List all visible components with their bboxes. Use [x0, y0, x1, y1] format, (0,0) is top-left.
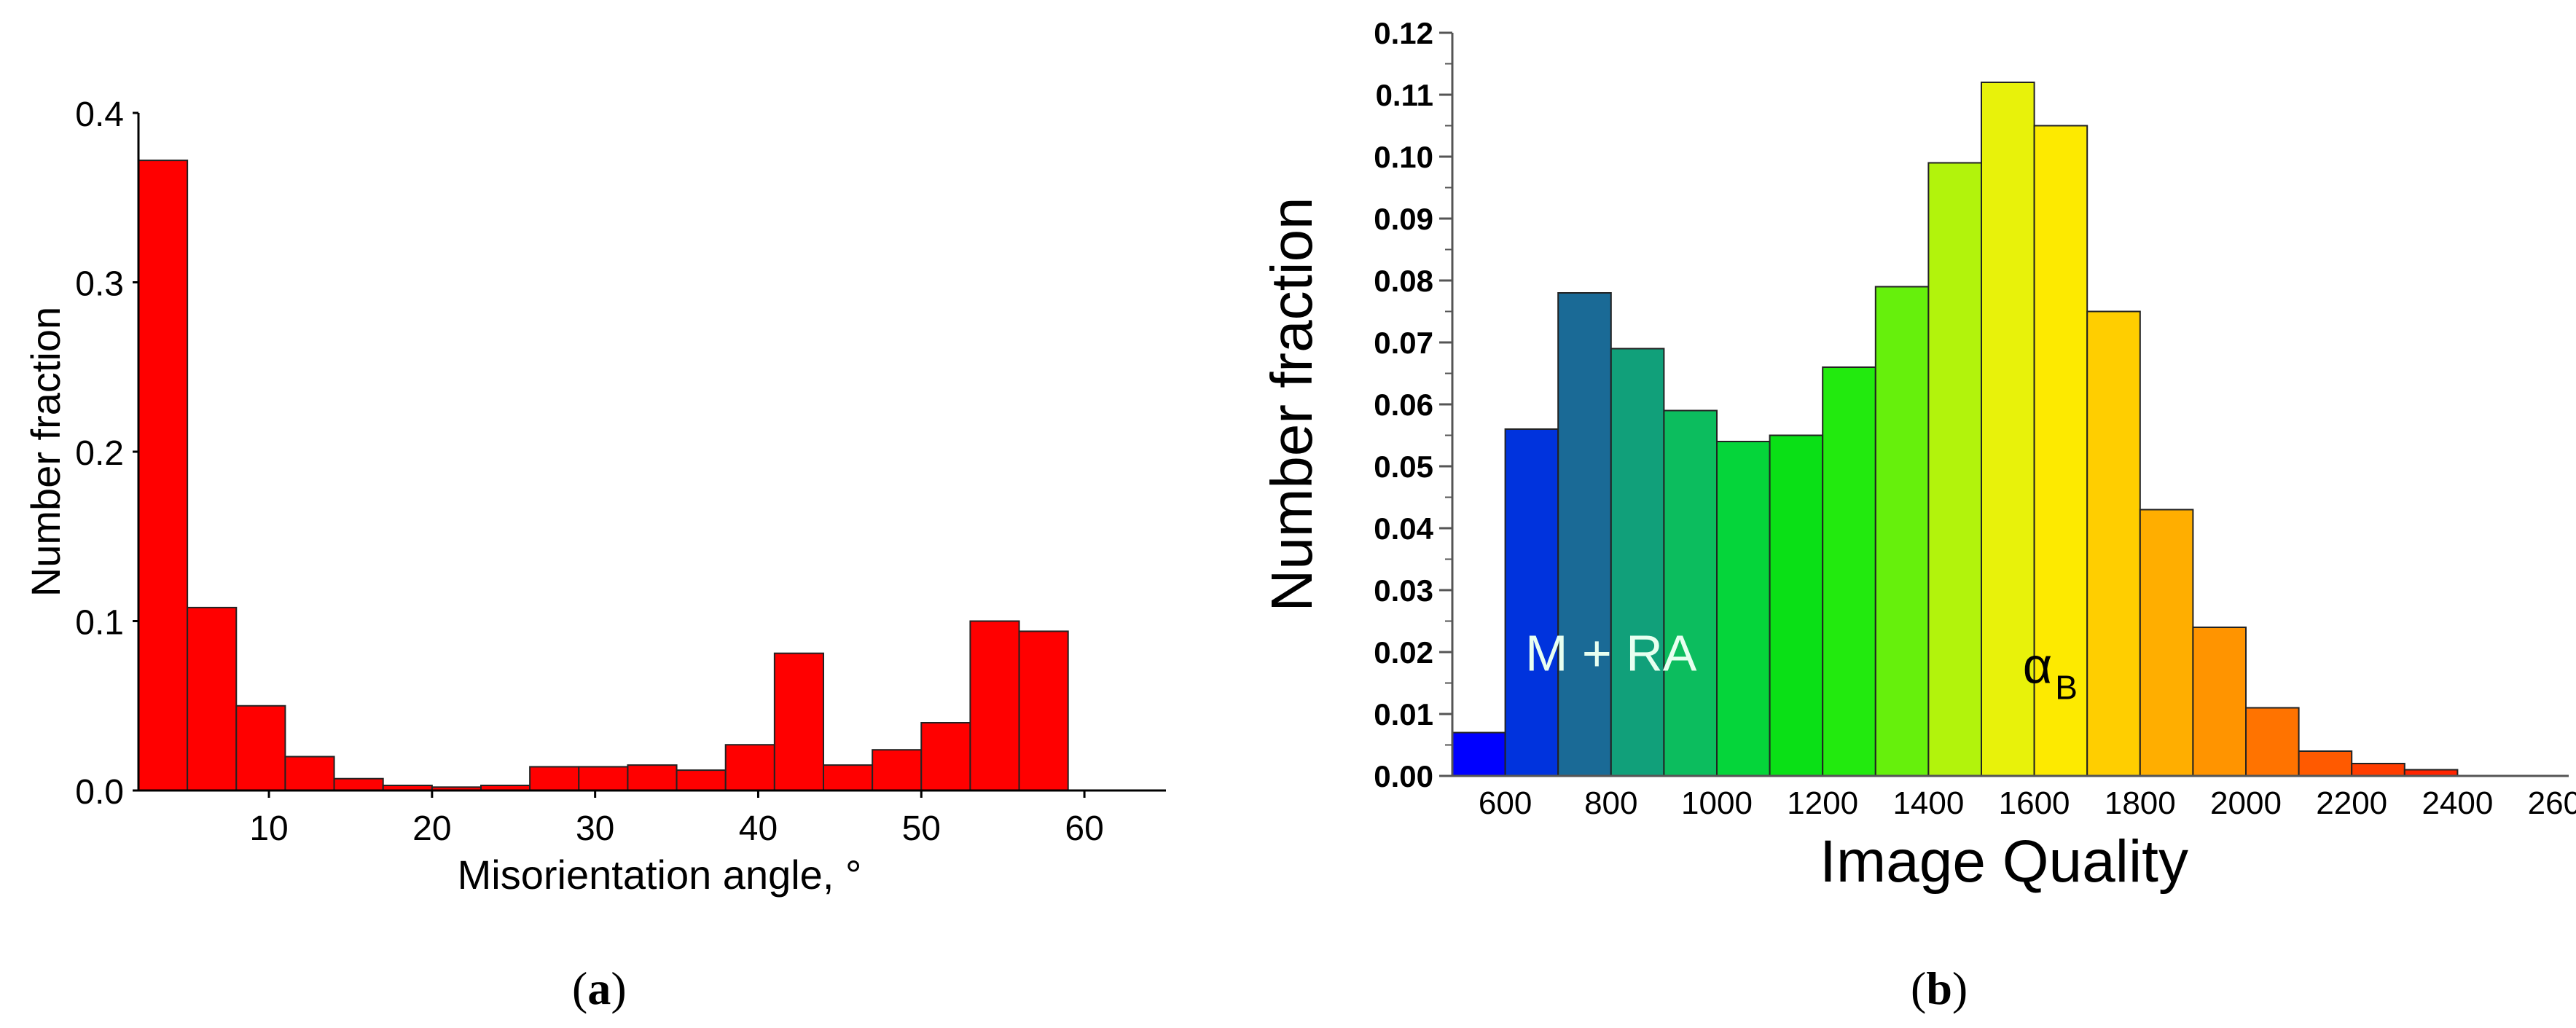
chart-b-x-tick-label: 1600 [1999, 785, 2070, 821]
chart-b-y-tick-label: 0.00 [1374, 759, 1433, 793]
chart-a-y-tick-label: 0.4 [75, 95, 124, 134]
chart-b-bar [1663, 409, 1718, 777]
chart-b-annotation-mra: M + RA [1525, 625, 1697, 682]
chart-a-bar [1018, 630, 1069, 792]
chart-b-bar [1927, 162, 1982, 777]
chart-a-x-ticks: 10 20 30 40 50 60 [249, 790, 1104, 848]
chart-b-y-label: Number fraction [1259, 197, 1324, 611]
chart-a-y-tick-label: 0.3 [75, 265, 124, 304]
chart-a-bar [969, 620, 1020, 791]
chart-b-bar [1874, 286, 1930, 777]
chart-b-y-tick-label: 0.12 [1374, 16, 1433, 50]
chart-b-y-tick-label: 0.04 [1374, 511, 1433, 546]
chart-a-bar [333, 777, 384, 791]
chart-a-x-label: Misorientation angle, ° [458, 852, 862, 898]
chart-a-bar [529, 766, 580, 791]
chart-a-bar [187, 606, 238, 792]
chart-b-x-ticks: 600 800 1000 1200 1400 1600 1800 2000 2200 2400 26… [1479, 785, 2576, 821]
chart-a-bar [872, 749, 923, 791]
chart-b-x-tick-label: 800 [1584, 785, 1637, 821]
chart-b-bar [1557, 292, 1612, 777]
chart-b-x-label: Image Quality [1820, 828, 2188, 895]
chart-a-y-ticks: 0.0 0.1 0.2 0.3 0.4 [75, 95, 138, 812]
chart-b-y-tick-label: 0.06 [1374, 388, 1433, 422]
chart-b-histogram: 0.00 0.01 0.02 0.03 0.04 0.05 0.06 0.07 0.08 0.09… [1259, 16, 2576, 895]
chart-b-bar [2245, 707, 2300, 777]
chart-b-bar [2033, 125, 2088, 777]
chart-b-y-tick-label: 0.11 [1376, 78, 1433, 112]
chart-a-y-tick-label: 0.2 [75, 434, 124, 473]
chart-b-bar [1716, 441, 1771, 777]
chart-b-x-tick-label: 2400 [2422, 785, 2493, 821]
chart-b-y-tick-label: 0.02 [1374, 635, 1433, 670]
chart-a-x-tick-label: 10 [249, 809, 288, 848]
chart-a-bar [920, 722, 971, 791]
chart-a-y-tick-label: 0.0 [75, 773, 124, 812]
panel-label-a: (a) [572, 962, 627, 1014]
chart-a-bars [138, 160, 1069, 792]
chart-b-y-tick-label: 0.08 [1374, 264, 1433, 298]
chart-b-x-tick-label: 1200 [1787, 785, 1858, 821]
chart-b-annotation-alpha-b: αB [2023, 637, 2078, 707]
chart-b-x-tick-label: 2200 [2316, 785, 2387, 821]
chart-b-y-tick-label: 0.01 [1374, 697, 1433, 731]
chart-b-x-tick-label: 600 [1479, 785, 1532, 821]
chart-a-x-tick-label: 30 [576, 809, 614, 848]
chart-b-bar [1610, 348, 1665, 777]
chart-b-bar [2086, 310, 2141, 777]
chart-b-bar [1822, 366, 1876, 777]
chart-b-bar [2139, 509, 2194, 777]
chart-b-x-tick-label: 2000 [2210, 785, 2282, 821]
chart-a-bar [284, 756, 335, 791]
chart-b-bar [1769, 434, 1824, 777]
chart-b-bar [2351, 763, 2405, 777]
chart-a-bar [627, 764, 678, 791]
chart-a-bar [578, 766, 629, 791]
chart-b-bar [2298, 750, 2353, 777]
chart-a-x-tick-label: 40 [739, 809, 778, 848]
chart-b-bar [1504, 428, 1559, 777]
chart-a-bar [235, 705, 286, 791]
chart-a-bar [724, 744, 775, 791]
chart-a-bar [138, 160, 189, 792]
chart-b-annotations: M + RA αB [1525, 625, 2078, 707]
chart-a-histogram: 0.0 0.1 0.2 0.3 0.4 10 20 30 40 50 60 Misorientat… [23, 95, 1166, 898]
chart-a-x-tick-label: 50 [902, 809, 941, 848]
chart-b-y-tick-label: 0.09 [1374, 202, 1433, 236]
chart-b-y-tick-label: 0.07 [1374, 326, 1433, 360]
chart-b-x-tick-label: 1400 [1892, 785, 1964, 821]
chart-b-y-tick-label: 0.03 [1374, 573, 1433, 608]
chart-b-bars [1452, 82, 2459, 777]
chart-a-bar [773, 652, 825, 791]
chart-a-bar [676, 769, 727, 791]
chart-a-bar [823, 764, 874, 791]
panel-label-b: (b) [1911, 962, 1968, 1014]
chart-a-y-label: Number fraction [23, 307, 68, 597]
chart-b-bar [2192, 627, 2247, 777]
chart-b-y-ticks: 0.00 0.01 0.02 0.03 0.04 0.05 0.06 0.07 0.08 0.09… [1374, 16, 1452, 793]
chart-b-y-tick-label: 0.05 [1374, 450, 1433, 484]
chart-b-x-tick-label: 1000 [1681, 785, 1753, 821]
chart-b-y-tick-label: 0.10 [1374, 140, 1433, 174]
chart-b-bar [1452, 731, 1506, 777]
chart-a-x-tick-label: 60 [1065, 809, 1103, 848]
chart-b-x-tick-label: 1800 [2105, 785, 2176, 821]
chart-a-y-tick-label: 0.1 [75, 604, 124, 643]
chart-a-x-tick-label: 20 [412, 809, 451, 848]
